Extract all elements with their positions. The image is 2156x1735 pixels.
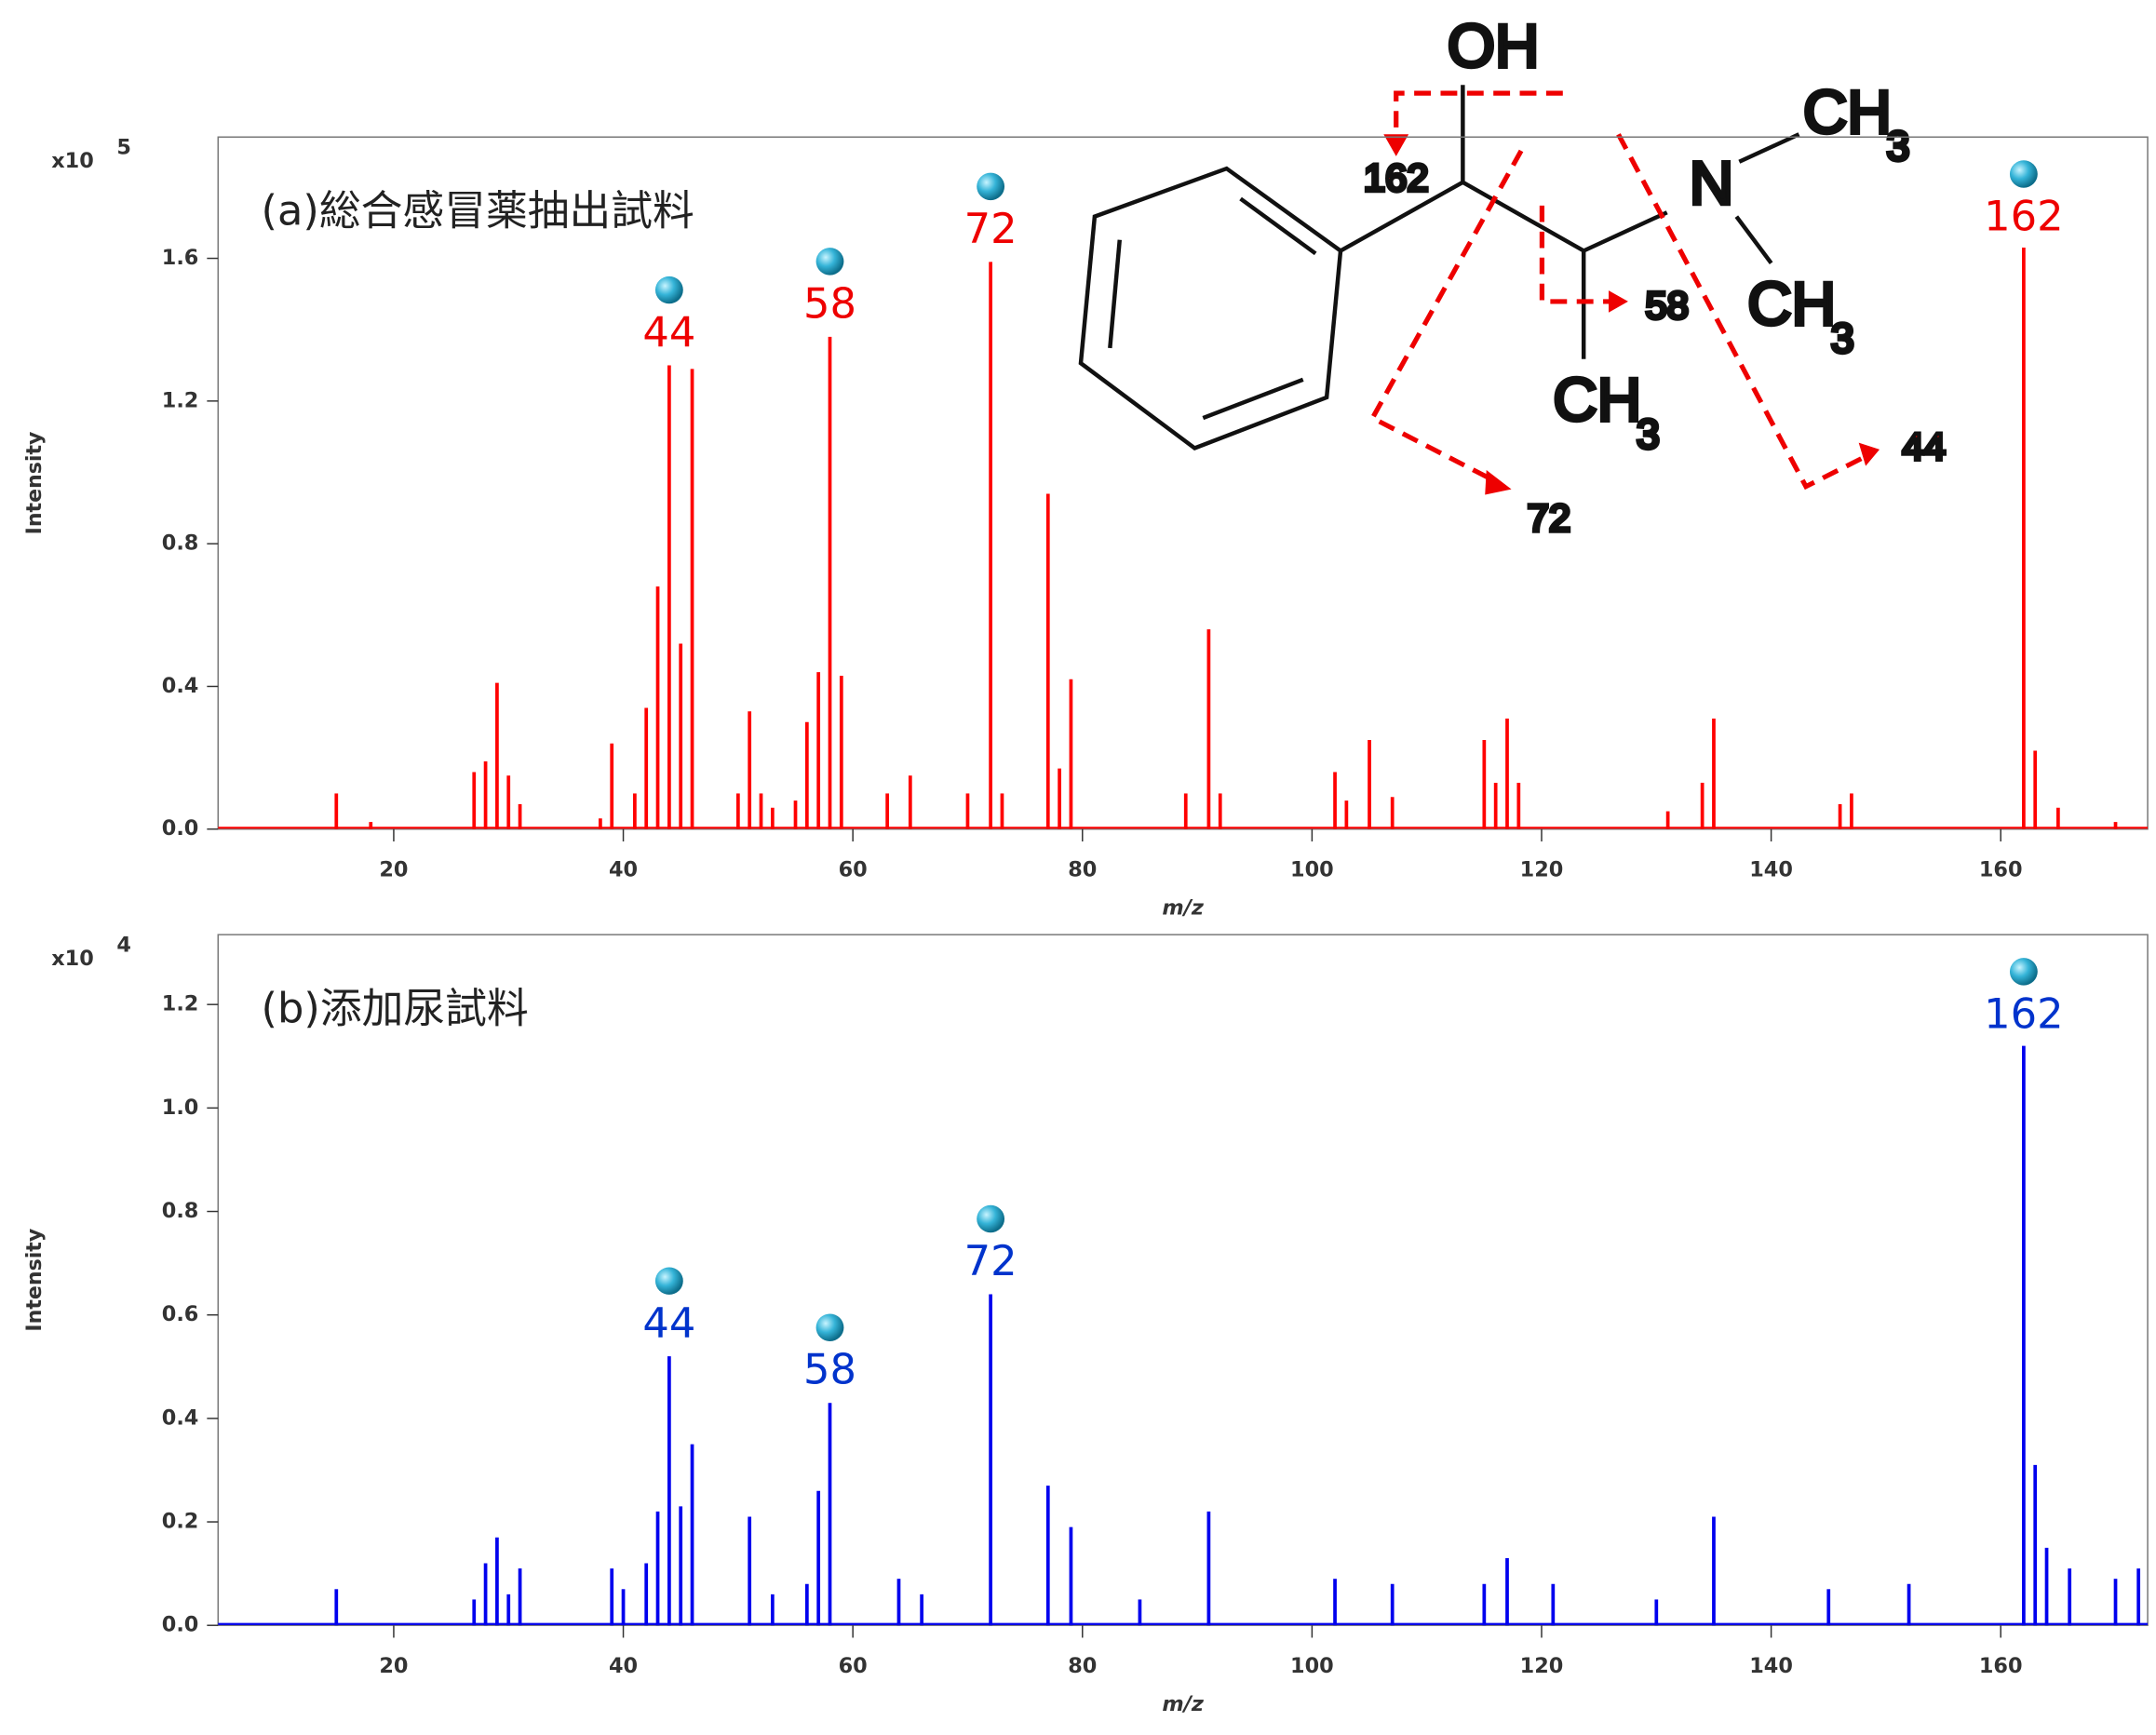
y-tick-label: 0.0 bbox=[162, 1613, 199, 1637]
x-tick-label: 80 bbox=[1068, 858, 1097, 882]
y-tick-label: 1.2 bbox=[162, 992, 199, 1016]
peak-marker bbox=[815, 248, 844, 276]
y-tick-label: 0.6 bbox=[162, 1302, 199, 1326]
y-multiplier-exponent: 5 bbox=[116, 136, 131, 160]
atom-label: CH bbox=[1553, 366, 1641, 434]
x-tick-label: 100 bbox=[1290, 858, 1334, 882]
atom-subscript: 3 bbox=[1887, 124, 1910, 169]
peak-label: 162 bbox=[1984, 194, 2063, 241]
plot-frame bbox=[217, 934, 2149, 1626]
peak-marker bbox=[654, 276, 683, 304]
bond bbox=[1202, 377, 1304, 421]
peak-label: 58 bbox=[803, 1347, 856, 1394]
x-tick-label: 160 bbox=[1979, 858, 2023, 882]
y-tick-label: 0.2 bbox=[162, 1510, 199, 1534]
arrow bbox=[1368, 149, 1524, 485]
peak-marker bbox=[654, 1267, 683, 1295]
benzene-ring bbox=[1078, 166, 1343, 451]
y-tick-label: 1.0 bbox=[162, 1096, 199, 1120]
peak-label: 58 bbox=[803, 281, 856, 329]
x-tick-label: 80 bbox=[1068, 1654, 1097, 1678]
bond bbox=[1734, 215, 1773, 265]
y-tick-label: 0.8 bbox=[162, 531, 199, 556]
arrowhead bbox=[1858, 442, 1880, 466]
atom-label: N bbox=[1690, 149, 1733, 217]
atom-label: CH bbox=[1803, 78, 1892, 146]
x-tick-label: 60 bbox=[839, 1654, 868, 1678]
x-tick-label: 120 bbox=[1520, 1654, 1564, 1678]
peak-label: 44 bbox=[642, 309, 695, 356]
y-multiplier: x10 bbox=[51, 149, 94, 173]
arrowhead bbox=[1383, 134, 1409, 156]
x-tick-label: 120 bbox=[1520, 858, 1564, 882]
x-tick-label: 20 bbox=[379, 1654, 408, 1678]
peak-marker bbox=[815, 1313, 844, 1341]
peak-label: 44 bbox=[642, 1300, 695, 1348]
y-tick-label: 1.6 bbox=[162, 246, 199, 270]
y-axis-label: Intensity bbox=[22, 431, 47, 534]
peak-marker bbox=[977, 172, 1005, 201]
x-axis-label: m/z bbox=[1162, 1692, 1205, 1716]
x-tick-label: 40 bbox=[609, 858, 638, 882]
arrowhead bbox=[1485, 470, 1512, 495]
x-tick-label: 160 bbox=[1979, 1654, 2023, 1678]
y-multiplier: x10 bbox=[51, 947, 94, 971]
peak-marker bbox=[2009, 160, 2038, 188]
x-tick-label: 20 bbox=[379, 858, 408, 882]
peak-marker bbox=[977, 1204, 1005, 1233]
x-tick-label: 140 bbox=[1749, 858, 1793, 882]
x-tick-label: 100 bbox=[1290, 1654, 1334, 1678]
bond bbox=[1738, 132, 1800, 164]
peak-label: 72 bbox=[964, 206, 1017, 253]
x-tick-label: 60 bbox=[839, 858, 868, 882]
atom-label: OH bbox=[1448, 12, 1539, 80]
arrowheads bbox=[1383, 134, 1880, 495]
arrow bbox=[1539, 205, 1615, 304]
plot-frame bbox=[217, 136, 2149, 830]
panel-subtitle: (b)添加尿試料 bbox=[262, 986, 529, 1033]
panel-subtitle: (a)総合感冒薬抽出試料 bbox=[262, 188, 694, 235]
fragment-arrows bbox=[1368, 90, 1870, 491]
x-tick-label: 140 bbox=[1749, 1654, 1793, 1678]
arrowhead bbox=[1609, 290, 1628, 313]
peak-label: 162 bbox=[1984, 991, 2063, 1039]
fragment-label: 162 bbox=[1364, 156, 1429, 200]
x-axis-label: m/z bbox=[1162, 896, 1205, 921]
y-tick-label: 0.4 bbox=[162, 674, 199, 698]
atom-label: CH bbox=[1747, 270, 1836, 338]
bond bbox=[1339, 180, 1668, 253]
bond bbox=[1108, 239, 1122, 349]
y-multiplier-exponent: 4 bbox=[116, 934, 131, 958]
fragment-label: 58 bbox=[1645, 283, 1688, 327]
peak-marker bbox=[2009, 958, 2038, 986]
y-tick-label: 0.4 bbox=[162, 1405, 199, 1430]
peak-label: 72 bbox=[964, 1238, 1017, 1285]
y-tick-label: 0.8 bbox=[162, 1199, 199, 1223]
arrow bbox=[1616, 133, 1870, 491]
y-tick-label: 1.2 bbox=[162, 388, 199, 412]
atom-subscript: 3 bbox=[1831, 316, 1854, 362]
fragment-label: 72 bbox=[1528, 496, 1570, 540]
y-axis-label: Intensity bbox=[22, 1228, 47, 1331]
bond bbox=[1239, 196, 1317, 256]
y-tick-label: 0.0 bbox=[162, 816, 199, 841]
fragment-label: 44 bbox=[1903, 424, 1946, 468]
x-tick-label: 40 bbox=[609, 1654, 638, 1678]
atom-subscript: 3 bbox=[1637, 412, 1660, 458]
arrow bbox=[1394, 90, 1563, 144]
